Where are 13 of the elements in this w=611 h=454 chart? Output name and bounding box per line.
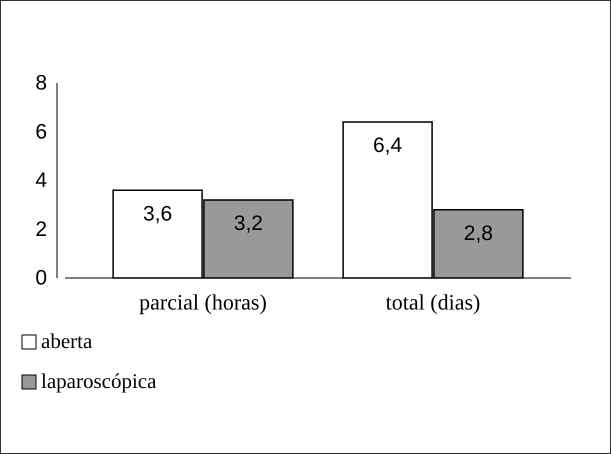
y-tick-label: 4 (35, 169, 48, 192)
y-tick-label: 8 (35, 72, 47, 95)
data-label: 3,2 (234, 212, 263, 235)
y-tick-label: 0 (35, 266, 47, 290)
x-tick-label: total (dias) (386, 290, 480, 315)
y-tick-label: 6 (35, 120, 47, 144)
x-tick-label: parcial (horas) (139, 290, 267, 315)
legend-label: laparoscópica (41, 369, 158, 393)
legend-label: aberta (41, 329, 93, 353)
y-tick-label: 2 (35, 218, 47, 241)
data-label: 2,8 (464, 222, 493, 245)
data-label: 6,4 (373, 134, 403, 157)
data-label: 3,6 (143, 202, 172, 226)
